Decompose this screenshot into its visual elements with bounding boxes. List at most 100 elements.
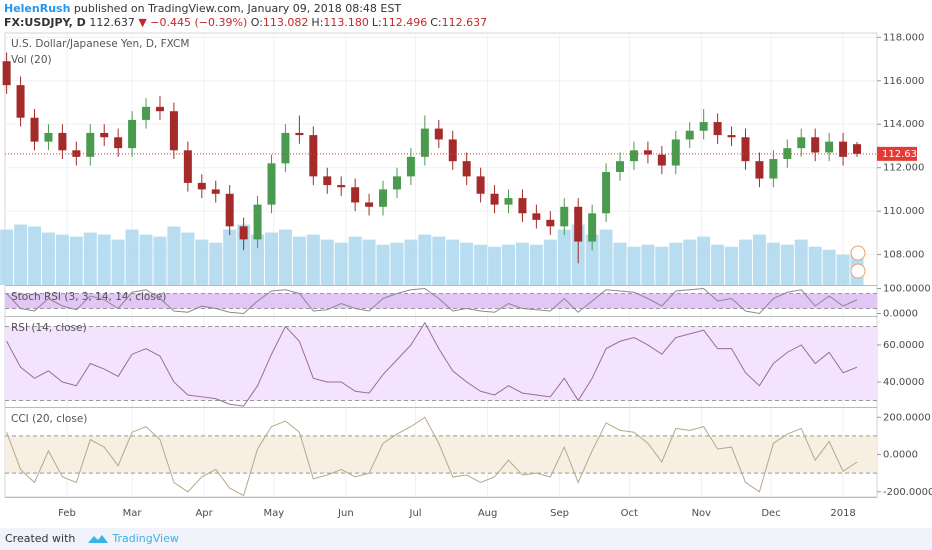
candle-body — [406, 156, 415, 177]
candle-body — [253, 204, 262, 240]
candle-body — [671, 139, 680, 166]
volume-bar — [111, 239, 125, 285]
pane-title: RSI (14, close) — [11, 322, 87, 334]
candle-body — [323, 176, 332, 186]
volume-label: Vol (20) — [11, 54, 52, 66]
candle-body — [657, 154, 666, 166]
volume-bar — [348, 236, 362, 285]
candle-body — [546, 219, 555, 227]
volume-bar — [139, 234, 153, 285]
author[interactable]: HelenRush — [4, 2, 71, 15]
volume-bar — [669, 242, 683, 285]
volume-bar — [697, 236, 711, 285]
y-tick-label: 110.000 — [883, 206, 924, 217]
logo — [87, 535, 108, 543]
y-tick-label: 112.000 — [883, 163, 924, 174]
ohlc: O:113.082 H:113.180 L:112.496 C:112.637 — [251, 16, 490, 29]
x-tick-label: Apr — [195, 508, 213, 519]
candle-body — [755, 161, 764, 179]
candle-body — [434, 128, 443, 140]
candle-body — [643, 150, 652, 155]
candle-body — [574, 206, 583, 242]
candle-body — [839, 141, 848, 157]
published: published on TradingView.com, January 09… — [73, 2, 402, 15]
candle-body — [420, 128, 429, 157]
volume-bar — [474, 244, 488, 285]
candle-body — [560, 206, 569, 227]
candle-body — [58, 132, 67, 151]
volume-bar — [55, 234, 69, 285]
candle-body — [448, 139, 457, 162]
volume-bar — [808, 246, 822, 285]
volume-bar — [97, 234, 111, 285]
candle-body — [797, 137, 806, 149]
volume-bar — [655, 246, 669, 285]
ohlc-label: L: — [371, 16, 382, 29]
candle-body — [769, 159, 778, 179]
volume-bar — [836, 254, 850, 285]
candle-body — [225, 193, 234, 227]
y-tick-label: 100.0000 — [883, 284, 931, 295]
arrow: ▼ — [138, 16, 147, 29]
volume-bar — [404, 239, 418, 285]
x-tick-label: Feb — [58, 508, 76, 519]
volume-bar — [14, 224, 28, 285]
candle-body — [309, 135, 318, 177]
volume-bar — [376, 244, 390, 285]
band — [5, 435, 877, 474]
indicator-line — [6, 321, 858, 407]
candle-body — [281, 132, 290, 164]
candle-body — [518, 198, 527, 214]
volume-bar — [320, 239, 334, 285]
volume-bar — [543, 239, 557, 285]
candle-body — [727, 135, 736, 138]
volume-bar — [334, 242, 348, 285]
candle-body — [629, 150, 638, 162]
candle-body — [462, 161, 471, 177]
x-tick-label: Mar — [123, 508, 143, 519]
candle-body — [853, 144, 862, 154]
candle-body — [267, 163, 276, 205]
candle-body — [2, 61, 11, 86]
volume-bar — [585, 234, 599, 285]
x-tick-label: Nov — [692, 508, 712, 519]
chart: Feb Mar Apr May Jun Jul Aug Sep Oct Nov Dec 2018 108… — [0, 32, 932, 519]
candle-body — [155, 106, 164, 112]
x-tick-label: 2018 — [830, 508, 855, 519]
volume-bar — [390, 242, 404, 285]
candle-body — [379, 189, 388, 207]
ohlc-value: 113.082 — [262, 16, 309, 29]
volume-bar — [460, 242, 474, 285]
candle-body — [211, 189, 220, 194]
x-tick-label: Oct — [621, 508, 638, 519]
candle-body — [239, 226, 248, 240]
candle-body — [699, 122, 708, 131]
event-icon — [850, 263, 866, 279]
last-price-label: 112.637 — [882, 149, 923, 160]
volume-bar — [446, 239, 460, 285]
ohlc-value: 112.637 — [441, 16, 488, 29]
candle-body — [128, 119, 137, 149]
brand[interactable]: TradingView — [112, 532, 179, 545]
candle-body — [365, 202, 374, 207]
footer: Created with TradingView — [0, 528, 932, 550]
volume-bar — [683, 239, 697, 285]
candle-body — [197, 182, 206, 190]
volume-bar — [83, 232, 97, 285]
y-tick-label: 40.0000 — [883, 377, 924, 388]
volume-bar — [209, 242, 223, 285]
candle-body — [337, 185, 346, 188]
ohlc-value: 112.496 — [381, 16, 428, 29]
volume-bar — [501, 244, 515, 285]
volume-bar — [557, 229, 571, 285]
pane-title: CCI (20, close) — [11, 413, 87, 425]
volume-bar — [432, 236, 446, 285]
y-tick-label: 108.000 — [883, 250, 924, 261]
volume-bar — [265, 232, 279, 285]
candle-body — [713, 122, 722, 136]
volume-bar — [780, 244, 794, 285]
created-with: Created with — [5, 532, 76, 545]
y-tick-label: 118.000 — [883, 32, 924, 43]
x-tick-label: Aug — [478, 508, 498, 519]
candle-body — [616, 161, 625, 173]
